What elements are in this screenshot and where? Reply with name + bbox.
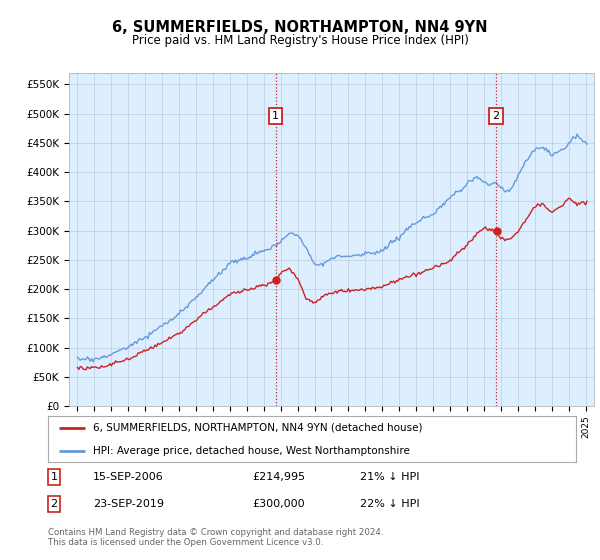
Text: £214,995: £214,995 bbox=[252, 472, 305, 482]
Text: Contains HM Land Registry data © Crown copyright and database right 2024.
This d: Contains HM Land Registry data © Crown c… bbox=[48, 528, 383, 547]
Text: 22% ↓ HPI: 22% ↓ HPI bbox=[360, 499, 419, 509]
Text: 2: 2 bbox=[493, 111, 500, 121]
Text: 6, SUMMERFIELDS, NORTHAMPTON, NN4 9YN (detached house): 6, SUMMERFIELDS, NORTHAMPTON, NN4 9YN (d… bbox=[93, 423, 422, 432]
Text: 1: 1 bbox=[50, 472, 58, 482]
Text: HPI: Average price, detached house, West Northamptonshire: HPI: Average price, detached house, West… bbox=[93, 446, 410, 455]
Text: 1: 1 bbox=[272, 111, 279, 121]
Text: 23-SEP-2019: 23-SEP-2019 bbox=[93, 499, 164, 509]
Text: Price paid vs. HM Land Registry's House Price Index (HPI): Price paid vs. HM Land Registry's House … bbox=[131, 34, 469, 46]
Text: £300,000: £300,000 bbox=[252, 499, 305, 509]
Text: 21% ↓ HPI: 21% ↓ HPI bbox=[360, 472, 419, 482]
Text: 15-SEP-2006: 15-SEP-2006 bbox=[93, 472, 164, 482]
Text: 6, SUMMERFIELDS, NORTHAMPTON, NN4 9YN: 6, SUMMERFIELDS, NORTHAMPTON, NN4 9YN bbox=[112, 20, 488, 35]
Text: 2: 2 bbox=[50, 499, 58, 509]
